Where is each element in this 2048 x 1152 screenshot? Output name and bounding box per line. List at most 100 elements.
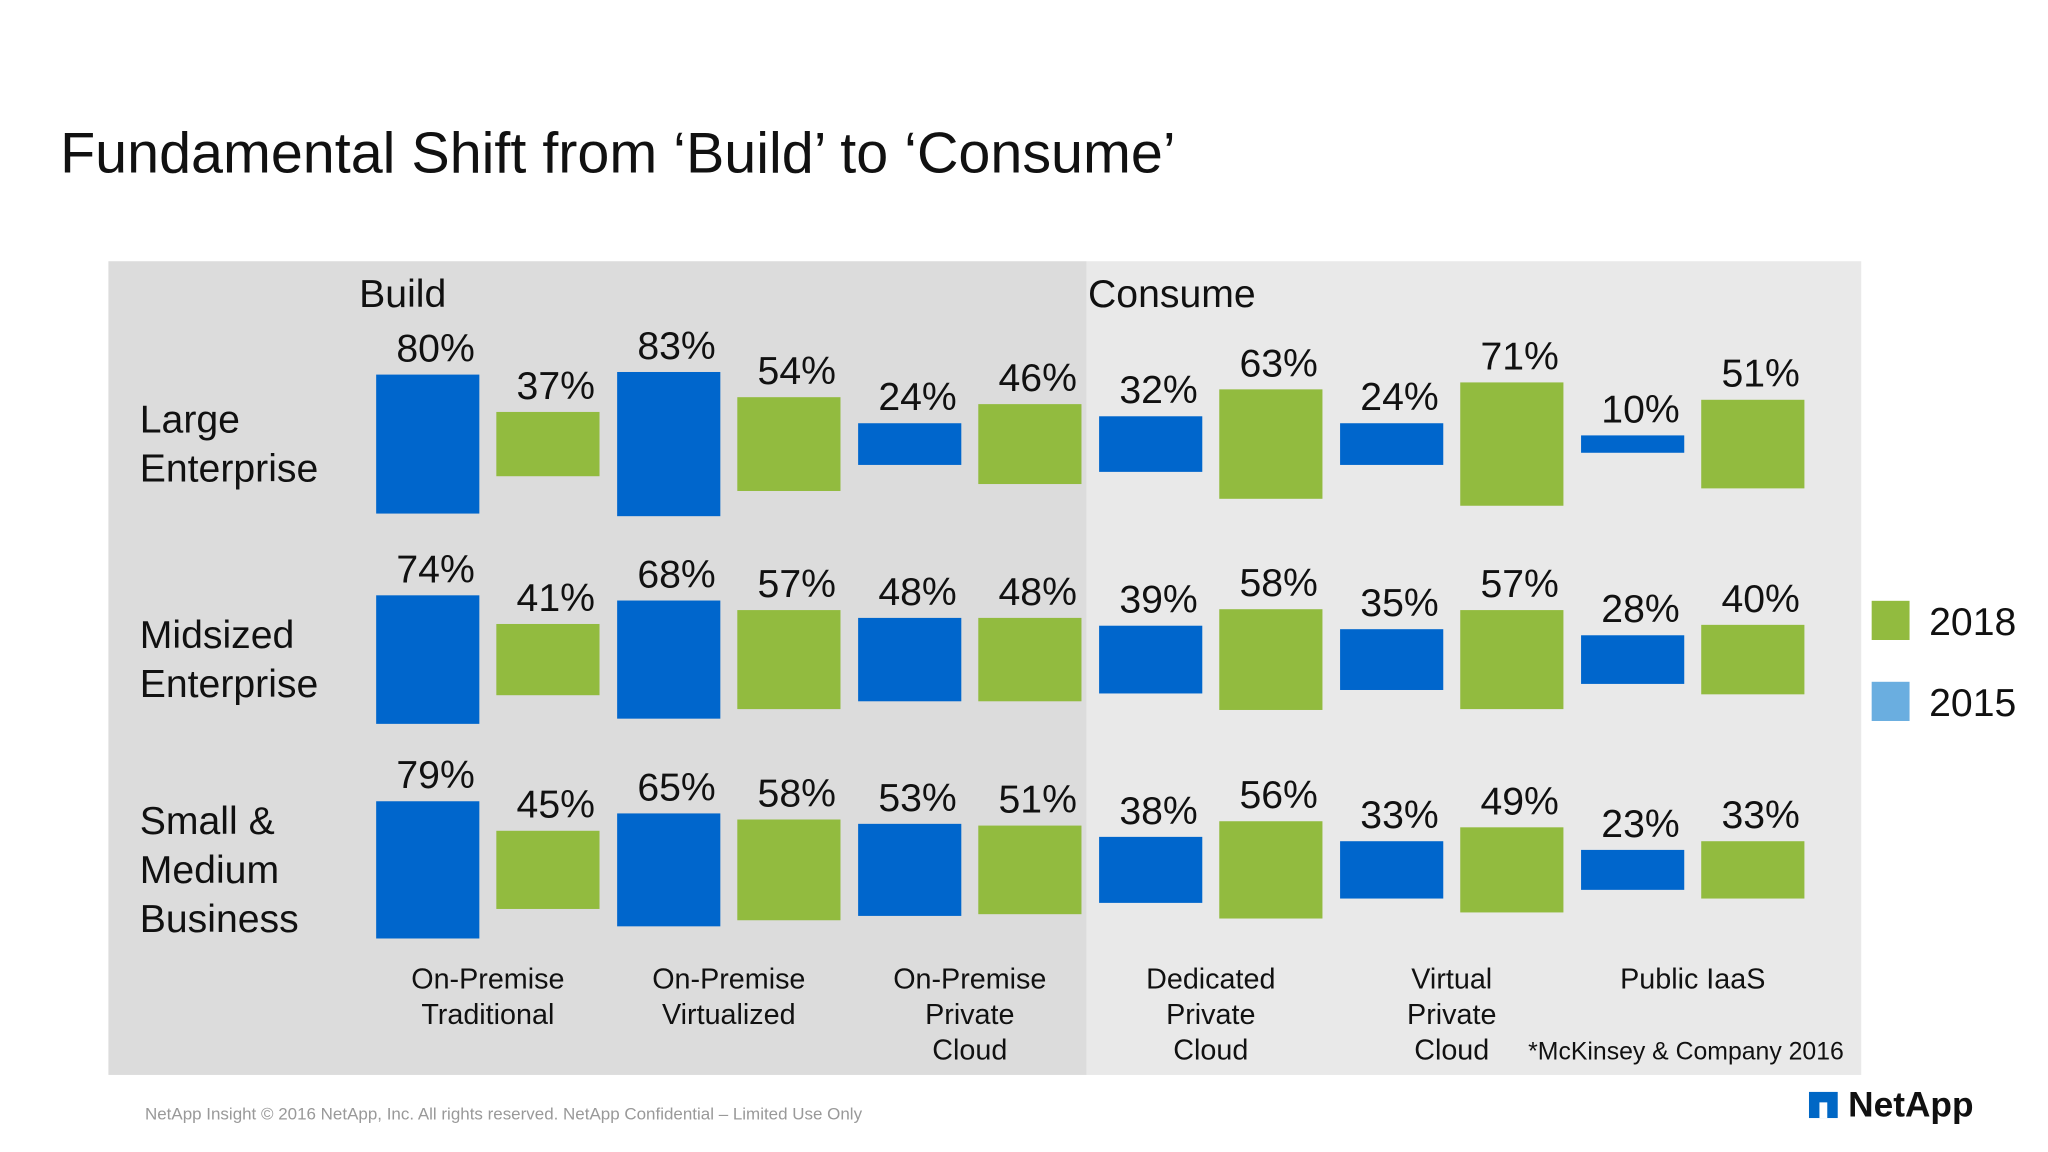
row-label: Enterprise	[140, 448, 319, 491]
value-label: 46%	[999, 357, 1077, 400]
value-label: 24%	[878, 376, 956, 419]
legend-swatch	[1871, 600, 1910, 640]
value-label: 58%	[758, 772, 836, 815]
source: *McKinsey & Company 2016	[1528, 1038, 1844, 1065]
value-label: 57%	[758, 563, 836, 606]
bar	[617, 371, 721, 517]
value-label: 71%	[1480, 335, 1558, 378]
value-label: 10%	[1601, 388, 1679, 431]
bar	[1460, 827, 1564, 913]
bar	[1701, 624, 1805, 695]
category-label: Virtualized	[662, 999, 796, 1031]
bar	[737, 819, 841, 921]
bar	[617, 813, 721, 927]
category-label: Dedicated	[1146, 964, 1275, 996]
bar	[1340, 423, 1444, 465]
legend-swatch	[1871, 681, 1910, 721]
title: Fundamental Shift from ‘Build’ to ‘Consu…	[60, 121, 1176, 185]
row-label: Business	[140, 898, 299, 941]
bar	[1099, 625, 1203, 694]
bar	[376, 801, 480, 939]
bar	[1581, 635, 1685, 684]
value-label: 39%	[1119, 579, 1197, 622]
bar	[858, 617, 962, 702]
bar	[978, 404, 1082, 485]
category-label: Virtual	[1411, 964, 1492, 996]
bar	[858, 823, 962, 916]
value-label: 33%	[1360, 794, 1438, 837]
value-label: 56%	[1239, 774, 1317, 817]
bar	[737, 610, 841, 710]
bar	[1219, 821, 1323, 919]
value-label: 74%	[396, 548, 474, 591]
value-label: 40%	[1721, 578, 1799, 621]
bar	[496, 830, 600, 909]
bar	[496, 411, 600, 477]
bar	[737, 397, 841, 491]
row-label: Enterprise	[140, 663, 319, 706]
value-label: 53%	[878, 777, 956, 820]
row-label: Large	[140, 399, 240, 442]
category-label: On-Premise	[652, 964, 805, 996]
bar	[858, 423, 962, 465]
bar	[978, 617, 1082, 702]
bar	[1460, 382, 1564, 506]
category-label: Cloud	[1173, 1034, 1248, 1066]
legend-label: 2015	[1929, 682, 2016, 725]
category-label: Cloud	[932, 1034, 1007, 1066]
value-label: 41%	[517, 577, 595, 620]
bar	[1581, 435, 1685, 453]
row-label: Medium	[140, 849, 279, 892]
category-label: Public IaaS	[1620, 964, 1765, 996]
value-label: 65%	[637, 766, 715, 809]
bar	[1701, 841, 1805, 899]
value-label: 38%	[1119, 790, 1197, 833]
row-label: Small &	[140, 800, 275, 843]
value-label: 57%	[1480, 563, 1558, 606]
footer: NetApp Insight © 2016 NetApp, Inc. All r…	[145, 1104, 863, 1123]
bar	[376, 374, 480, 514]
value-label: 49%	[1480, 780, 1558, 823]
bar	[1219, 609, 1323, 710]
category-label: Cloud	[1414, 1034, 1489, 1066]
value-label: 45%	[517, 784, 595, 827]
value-label: 48%	[878, 571, 956, 614]
value-label: 83%	[637, 325, 715, 368]
value-label: 54%	[758, 350, 836, 393]
section-label: Build	[359, 273, 446, 316]
bar	[1701, 399, 1805, 489]
logo-mark-cut	[1819, 1102, 1828, 1119]
legend-label: 2018	[1929, 601, 2016, 644]
bar	[376, 595, 480, 724]
value-label: 33%	[1721, 794, 1799, 837]
value-label: 58%	[1239, 562, 1317, 605]
category-label: On-Premise	[893, 964, 1046, 996]
value-label: 32%	[1119, 369, 1197, 412]
bar	[1340, 841, 1444, 899]
row-label: Midsized	[140, 614, 295, 657]
value-label: 51%	[999, 779, 1077, 822]
bar	[496, 623, 600, 696]
category-label: Private	[925, 999, 1014, 1031]
category-label: Traditional	[421, 999, 554, 1031]
value-label: 24%	[1360, 376, 1438, 419]
value-label: 48%	[999, 571, 1077, 614]
bar	[978, 825, 1082, 915]
value-label: 63%	[1239, 342, 1317, 385]
bar	[1340, 629, 1444, 690]
bar	[617, 600, 721, 719]
logo: NetApp	[1848, 1086, 1973, 1125]
section-label: Consume	[1088, 273, 1256, 316]
bar	[1099, 836, 1203, 903]
category-label: Private	[1166, 999, 1255, 1031]
value-label: 80%	[396, 328, 474, 371]
bar	[1460, 610, 1564, 710]
value-label: 79%	[396, 754, 474, 797]
value-label: 51%	[1721, 353, 1799, 396]
value-label: 37%	[517, 365, 595, 408]
category-label: On-Premise	[411, 964, 564, 996]
bar	[1581, 849, 1685, 890]
value-label: 68%	[637, 553, 715, 596]
